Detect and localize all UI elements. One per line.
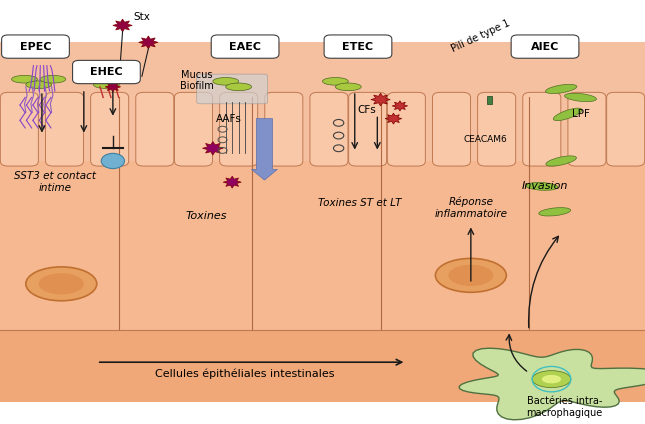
Text: EHEC: EHEC: [90, 67, 123, 77]
Circle shape: [101, 153, 124, 169]
Bar: [248, 161, 274, 330]
Ellipse shape: [546, 156, 577, 166]
Bar: [293, 161, 319, 330]
Text: Pili de type 1: Pili de type 1: [450, 18, 511, 54]
Ellipse shape: [526, 182, 558, 190]
Text: ETEC: ETEC: [342, 42, 373, 52]
Bar: [377, 161, 397, 330]
Ellipse shape: [553, 108, 582, 120]
Bar: [29, 161, 55, 330]
Ellipse shape: [82, 75, 108, 83]
Ellipse shape: [542, 375, 561, 383]
FancyBboxPatch shape: [1, 35, 70, 58]
Ellipse shape: [539, 208, 571, 216]
Text: Toxines: Toxines: [186, 211, 227, 221]
Bar: [339, 161, 358, 330]
Text: Mucus
Biofilm: Mucus Biofilm: [180, 70, 213, 91]
Polygon shape: [385, 113, 402, 124]
Polygon shape: [459, 348, 645, 420]
Bar: [119, 161, 145, 330]
Text: Invasion: Invasion: [522, 181, 568, 191]
FancyBboxPatch shape: [135, 92, 174, 166]
FancyBboxPatch shape: [0, 92, 39, 166]
Polygon shape: [203, 142, 223, 155]
Text: Toxines ST et LT: Toxines ST et LT: [318, 198, 402, 208]
FancyArrow shape: [252, 119, 277, 180]
Ellipse shape: [26, 267, 97, 301]
FancyBboxPatch shape: [174, 92, 212, 166]
Bar: [0, 42, 645, 402]
Text: AIEC: AIEC: [531, 42, 559, 52]
Text: SST3 et contact
intime: SST3 et contact intime: [14, 171, 96, 193]
Polygon shape: [392, 101, 408, 111]
Ellipse shape: [26, 81, 52, 89]
FancyBboxPatch shape: [432, 92, 471, 166]
FancyBboxPatch shape: [197, 74, 268, 104]
Text: Cellules épithéliales intestinales: Cellules épithéliales intestinales: [155, 368, 335, 379]
Text: Stx: Stx: [134, 12, 150, 22]
FancyBboxPatch shape: [45, 92, 84, 166]
Ellipse shape: [213, 78, 239, 85]
FancyBboxPatch shape: [511, 35, 579, 58]
Text: Bactéries intra-
macrophagique: Bactéries intra- macrophagique: [526, 396, 602, 418]
Text: EPEC: EPEC: [20, 42, 51, 52]
Ellipse shape: [532, 371, 571, 388]
Bar: [416, 161, 442, 330]
FancyBboxPatch shape: [264, 92, 303, 166]
Polygon shape: [371, 93, 390, 106]
FancyBboxPatch shape: [606, 92, 645, 166]
Bar: [506, 161, 532, 330]
Ellipse shape: [322, 78, 348, 85]
Polygon shape: [113, 19, 132, 32]
FancyBboxPatch shape: [522, 92, 561, 166]
Bar: [164, 161, 184, 330]
Ellipse shape: [39, 273, 84, 294]
FancyBboxPatch shape: [219, 92, 257, 166]
Polygon shape: [223, 176, 241, 188]
Text: EAEC: EAEC: [229, 42, 261, 52]
Ellipse shape: [335, 83, 361, 91]
Bar: [487, 96, 492, 104]
Ellipse shape: [564, 93, 597, 102]
Ellipse shape: [435, 258, 506, 292]
Bar: [551, 161, 577, 330]
Ellipse shape: [226, 83, 252, 91]
Ellipse shape: [448, 265, 493, 286]
Bar: [74, 161, 100, 330]
Polygon shape: [139, 36, 158, 49]
FancyBboxPatch shape: [310, 92, 348, 166]
FancyBboxPatch shape: [348, 92, 387, 166]
Ellipse shape: [40, 75, 66, 83]
Polygon shape: [105, 82, 121, 92]
Bar: [461, 161, 487, 330]
Ellipse shape: [12, 75, 37, 83]
Bar: [203, 161, 229, 330]
FancyBboxPatch shape: [477, 92, 516, 166]
Text: CEACAM6: CEACAM6: [463, 135, 507, 144]
Ellipse shape: [546, 84, 577, 94]
FancyBboxPatch shape: [90, 92, 129, 166]
FancyBboxPatch shape: [212, 35, 279, 58]
FancyBboxPatch shape: [568, 92, 606, 166]
Text: LPF: LPF: [571, 109, 590, 120]
Ellipse shape: [94, 81, 119, 89]
Bar: [597, 161, 616, 330]
FancyBboxPatch shape: [387, 92, 426, 166]
Bar: [0, 161, 464, 330]
Text: CFs: CFs: [357, 105, 376, 115]
FancyBboxPatch shape: [72, 60, 141, 84]
Bar: [464, 161, 645, 330]
Text: AAFs: AAFs: [216, 114, 242, 124]
Text: Réponse
inflammatoire: Réponse inflammatoire: [434, 197, 508, 219]
Bar: [0, 225, 645, 402]
FancyBboxPatch shape: [324, 35, 392, 58]
